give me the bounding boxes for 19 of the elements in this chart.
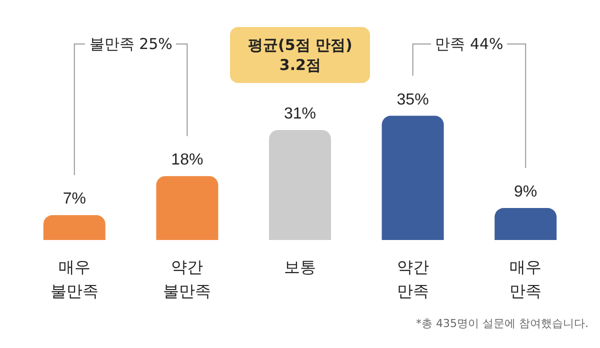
data-label: 9% [514,184,538,201]
text: *총 435명이 설문에 참여했습니다. [412,314,592,334]
data-label: 35% [396,91,429,108]
x-tick-label: 보통 [284,260,316,276]
data-label: 31% [284,105,316,122]
text: 만족 44% [431,34,508,54]
x-tick-label: 약간 불만족 [163,260,212,300]
data-label: 18% [171,152,204,169]
text: 불만족 25% [85,34,176,54]
text: 평균(5점 만점) 3.2점 [230,27,370,83]
bar [382,116,444,240]
bar [494,208,557,240]
x-tick-label: 매우 만족 [510,260,542,300]
bar [269,130,331,240]
bar [156,176,218,240]
bar [43,215,106,240]
data-label: 7% [62,190,86,208]
x-tick-label: 매우 불만족 [50,260,98,300]
x-tick-label: 약간 만족 [396,260,429,300]
